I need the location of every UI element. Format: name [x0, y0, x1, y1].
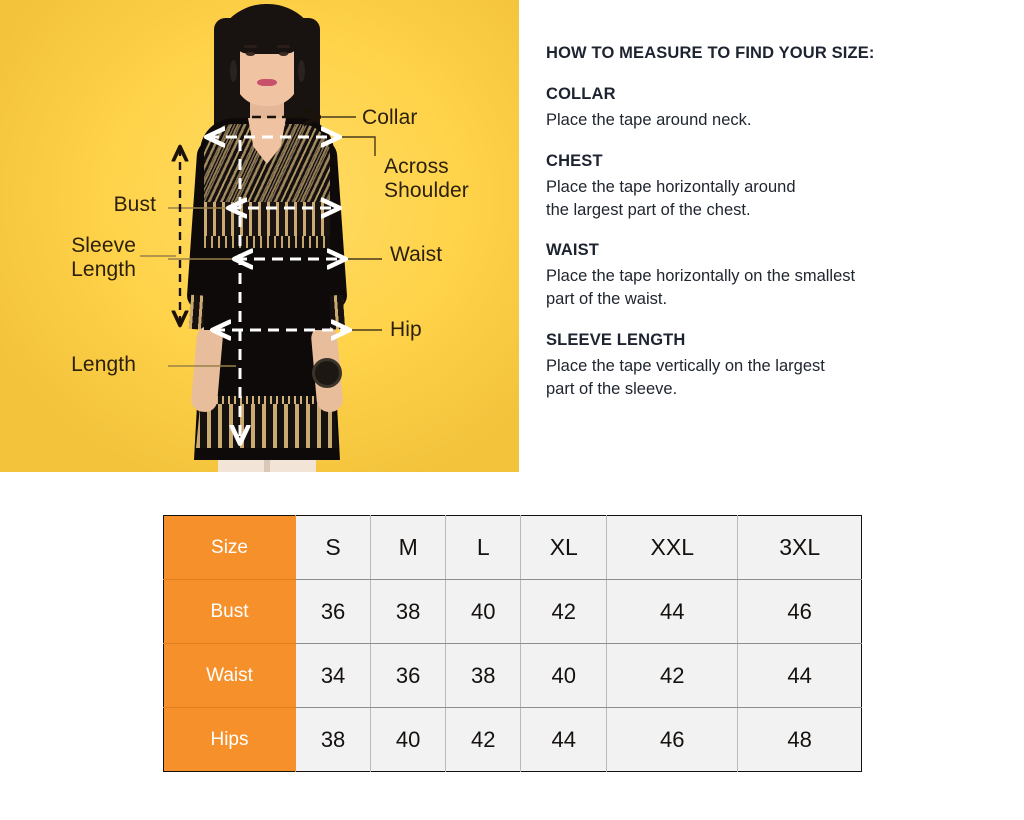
- guide-text-collar: Place the tape around neck.: [546, 111, 752, 129]
- how-to-measure-guide: HOW TO MEASURE TO FIND YOUR SIZE: COLLAR…: [546, 44, 996, 400]
- length-measure-line: [168, 140, 240, 442]
- guide-text-sleeve-length: Place the tape vertically on the largest…: [546, 356, 825, 398]
- kurti-hem-border-top: [198, 396, 336, 406]
- table-row: Waist 34 36 38 40 42 44: [163, 643, 862, 708]
- label-bust: Bust: [113, 193, 156, 216]
- model-earring-right: [298, 60, 305, 82]
- size-chart-table: Size S M L XL XXL 3XL Bust 36 38 40 42 44 46 Waist 34 36…: [163, 515, 862, 772]
- guide-heading-sleeve-length: SLEEVE LENGTH: [546, 330, 686, 349]
- model-bracelet: [312, 358, 342, 388]
- table-rowheader-hips: Hips: [163, 707, 296, 772]
- table-rowheader-bust: Bust: [163, 579, 296, 644]
- table-row: Hips 38 40 42 44 46 48: [163, 707, 862, 772]
- guide-section-sleeve-length: SLEEVE LENGTH Place the tape vertically …: [546, 331, 996, 401]
- label-collar: Collar: [362, 106, 418, 129]
- model-eyebrow-left: [244, 45, 257, 48]
- table-row: Bust 36 38 40 42 44 46: [163, 579, 862, 644]
- across-shoulder-measure-line: [208, 137, 376, 156]
- table-row-size-header: Size S M L XL XXL 3XL: [163, 515, 862, 580]
- table-cell-waist-s: 34: [295, 643, 372, 708]
- measurement-lines-overlay: [140, 0, 382, 472]
- table-cell-hips-xxl: 46: [606, 707, 739, 772]
- label-hip: Hip: [390, 318, 422, 341]
- table-header-size-3xl: 3XL: [737, 515, 862, 580]
- table-cell-hips-l: 42: [445, 707, 522, 772]
- measurement-diagram-panel: Collar Across Shoulder Waist Hip Bust Sl…: [0, 0, 519, 472]
- table-header-size-xxl: XXL: [606, 515, 739, 580]
- table-header-size-l: L: [445, 515, 522, 580]
- guide-section-chest: CHEST Place the tape horizontally around…: [546, 152, 996, 222]
- kurti-hem-border: [196, 404, 338, 448]
- table-cell-waist-xl: 40: [520, 643, 608, 708]
- label-length: Length: [71, 353, 136, 376]
- table-header-size: Size: [163, 515, 296, 580]
- model-eye-left: [246, 52, 255, 56]
- table-cell-hips-m: 40: [370, 707, 447, 772]
- table-header-size-m: M: [370, 515, 447, 580]
- table-cell-waist-m: 36: [370, 643, 447, 708]
- kurti-waist-band-print-lower: [204, 236, 330, 248]
- model-lips: [257, 79, 277, 86]
- table-cell-bust-m: 38: [370, 579, 447, 644]
- label-across-shoulder: Across Shoulder: [384, 155, 469, 202]
- guide-heading-collar: COLLAR: [546, 85, 616, 103]
- table-header-size-xl: XL: [520, 515, 608, 580]
- model-eye-right: [279, 52, 288, 56]
- guide-section-waist: WAIST Place the tape horizontally on the…: [546, 241, 996, 311]
- table-cell-hips-xl: 44: [520, 707, 608, 772]
- label-waist: Waist: [390, 243, 443, 266]
- model-eyebrow-right: [277, 45, 290, 48]
- sleeve-length-measure-line: [140, 148, 180, 324]
- table-cell-bust-3xl: 46: [737, 579, 862, 644]
- model-hair-front: [230, 6, 304, 54]
- table-cell-waist-3xl: 44: [737, 643, 862, 708]
- guide-heading-chest: CHEST: [546, 151, 603, 170]
- table-cell-bust-l: 40: [445, 579, 522, 644]
- guide-title: HOW TO MEASURE TO FIND YOUR SIZE:: [546, 44, 875, 62]
- table-cell-waist-l: 38: [445, 643, 522, 708]
- guide-heading-waist: WAIST: [546, 241, 599, 260]
- table-cell-bust-xl: 42: [520, 579, 608, 644]
- table-cell-bust-s: 36: [295, 579, 372, 644]
- table-cell-bust-xxl: 44: [606, 579, 739, 644]
- model-earring-left: [230, 60, 237, 82]
- label-sleeve-length: Sleeve Length: [71, 234, 136, 281]
- table-rowheader-waist: Waist: [163, 643, 296, 708]
- model-leg-gap: [264, 448, 270, 472]
- guide-text-chest: Place the tape horizontally around the l…: [546, 177, 796, 219]
- guide-text-waist: Place the tape horizontally on the small…: [546, 267, 856, 309]
- guide-section-collar: COLLAR Place the tape around neck.: [546, 85, 996, 132]
- table-cell-waist-xxl: 42: [606, 643, 739, 708]
- table-cell-hips-3xl: 48: [737, 707, 862, 772]
- table-cell-hips-s: 38: [295, 707, 372, 772]
- table-header-size-s: S: [295, 515, 372, 580]
